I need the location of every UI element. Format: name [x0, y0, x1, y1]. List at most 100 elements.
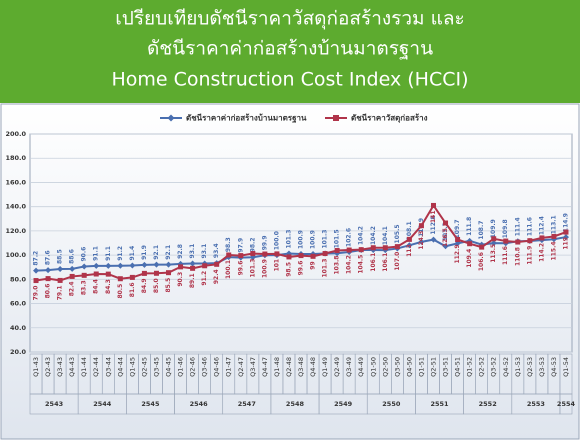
marker — [178, 264, 184, 270]
x-tick-label: Q1-53 — [514, 357, 522, 377]
x-tick-label: Q4-45 — [165, 357, 173, 377]
data-label: 113.1 — [550, 215, 557, 234]
data-label: 100.0 — [273, 231, 280, 250]
marker — [322, 251, 328, 257]
legend-label: ดัชนีราคาวัสดุก่อสร้าง — [351, 113, 428, 124]
data-label: 90.3 — [177, 272, 184, 287]
data-label: 124.3 — [418, 231, 425, 250]
year-label: 2550 — [382, 400, 401, 408]
marker — [202, 263, 208, 269]
x-tick-label: Q2-44 — [92, 357, 100, 377]
data-label: 98.5 — [285, 262, 292, 277]
x-tick-label: Q3-47 — [249, 357, 257, 377]
data-label: 106.6 — [478, 252, 485, 271]
data-label: 109.9 — [490, 219, 497, 238]
marker — [141, 270, 147, 276]
year-label: 2551 — [430, 400, 449, 408]
x-tick-label: Q1-52 — [466, 357, 474, 377]
header-title: ดัชนีราคาค่าก่อสร้างบ้านมาตรฐาน — [147, 38, 433, 60]
x-tick-label: Q3-53 — [538, 357, 546, 377]
data-label: 89.1 — [189, 273, 196, 288]
y-tick-label: 20.0 — [10, 348, 27, 356]
x-tick-label: Q1-47 — [225, 357, 233, 377]
data-label: 83.3 — [81, 280, 88, 295]
data-label: 103.8 — [334, 256, 341, 275]
year-label: 2546 — [190, 400, 209, 408]
data-label: 99.9 — [261, 235, 268, 250]
y-tick-label: 40.0 — [10, 324, 27, 332]
marker — [442, 243, 449, 250]
x-tick-label: Q3-48 — [297, 357, 305, 377]
data-label: 111.6 — [502, 246, 509, 265]
data-label: 91.2 — [201, 271, 208, 286]
marker — [515, 239, 521, 245]
marker — [69, 265, 76, 272]
data-label: 90.6 — [81, 247, 88, 262]
data-label: 141 — [430, 210, 437, 223]
marker — [117, 276, 123, 282]
marker — [153, 261, 160, 268]
marker — [93, 271, 99, 277]
data-label: 81.6 — [129, 282, 136, 297]
legend-label: ดัชนีราคาค่าก่อสร้างบ้านมาตรฐาน — [186, 113, 307, 124]
data-label: 104.1 — [382, 226, 389, 245]
x-tick-label: Q2-52 — [478, 357, 486, 377]
data-label: 115.4 — [550, 241, 557, 260]
marker — [418, 223, 424, 229]
data-label: 92.4 — [213, 269, 220, 284]
data-label: 112.9 — [454, 244, 461, 263]
marker — [262, 251, 268, 257]
data-label: 93.1 — [201, 244, 208, 259]
marker — [443, 220, 449, 226]
data-label: 101.5 — [334, 229, 341, 248]
x-tick-label: Q4-51 — [454, 357, 462, 377]
legend: ดัชนีราคาค่าก่อสร้างบ้านมาตรฐาน ดัชนีราคา… — [160, 113, 428, 124]
data-label: 109.7 — [454, 219, 461, 238]
data-label: 80.5 — [117, 284, 124, 299]
data-label: 91.2 — [117, 246, 124, 261]
x-tick-label: Q1-50 — [369, 357, 377, 377]
marker — [563, 229, 569, 235]
data-label: 91.1 — [105, 246, 112, 261]
header-title: Home Construction Cost Index (HCCI) — [111, 69, 468, 91]
data-label: 91.9 — [141, 245, 148, 260]
year-label: 2553 — [527, 400, 545, 408]
x-tick-label: Q4-44 — [116, 357, 124, 377]
data-label: 99.6 — [298, 261, 305, 276]
marker — [153, 270, 159, 276]
y-tick-label: 80.0 — [10, 275, 27, 283]
y-tick-label: 160.0 — [5, 178, 26, 186]
marker — [430, 202, 436, 208]
data-label: 93.4 — [213, 243, 220, 258]
marker — [527, 238, 533, 244]
x-tick-label: Q4-50 — [405, 357, 413, 377]
x-tick-label: Q1-48 — [273, 357, 281, 377]
data-label: 112.4 — [538, 216, 545, 235]
y-tick-label: 180.0 — [5, 154, 26, 162]
marker — [238, 253, 244, 259]
data-label: 104.2 — [370, 226, 377, 245]
data-label: 88.5 — [57, 249, 64, 264]
marker — [467, 241, 473, 247]
year-label: 2548 — [286, 400, 305, 408]
data-label: 101.3 — [285, 230, 292, 249]
x-tick-label: Q4-53 — [550, 357, 558, 377]
data-label: 114.2 — [538, 243, 545, 262]
data-label: 97.9 — [237, 238, 244, 253]
data-label: 79.1 — [57, 285, 64, 300]
marker — [189, 260, 196, 267]
data-label: 93.1 — [189, 244, 196, 259]
y-tick-label: 140.0 — [5, 203, 26, 211]
x-tick-label: Q3-51 — [442, 357, 450, 377]
x-tick-label: Q2-49 — [333, 357, 341, 377]
marker — [105, 262, 112, 269]
x-tick-label: Q4-52 — [502, 357, 510, 377]
marker — [418, 238, 425, 245]
data-label: 109.8 — [502, 219, 509, 238]
marker — [551, 233, 557, 239]
marker — [346, 247, 352, 253]
marker — [33, 267, 40, 274]
x-tick-label: Q2-46 — [189, 357, 197, 377]
data-label: 84.4 — [93, 279, 100, 294]
data-label: 107.3 — [442, 222, 449, 241]
